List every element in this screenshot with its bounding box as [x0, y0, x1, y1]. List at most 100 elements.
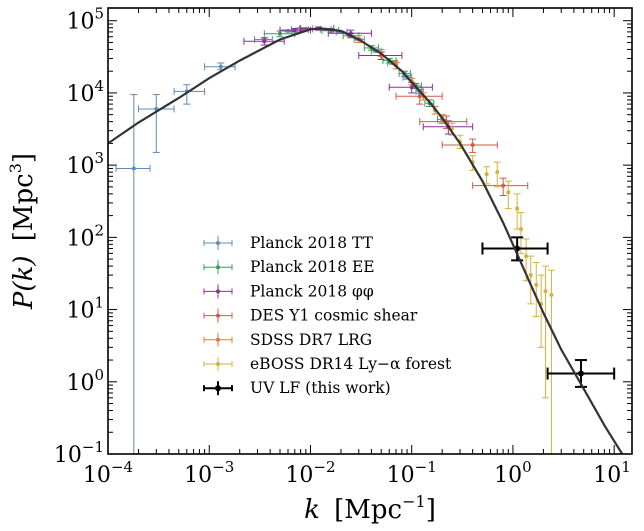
- marker: [286, 29, 291, 34]
- y-tick-base: 10: [66, 299, 94, 324]
- marker: [518, 227, 523, 232]
- x-tick-base: 10: [83, 463, 111, 488]
- data-point: [542, 265, 550, 399]
- data-point: [388, 81, 433, 94]
- y-tick-exp: 1: [94, 294, 104, 312]
- y-tick-exp: 0: [94, 366, 104, 384]
- y-tick-label: 104: [66, 77, 104, 107]
- marker: [470, 143, 475, 148]
- y-tick-label: 10−1: [54, 438, 104, 468]
- y-axis-label-close: ]: [9, 153, 39, 163]
- legend-swatch-marker: [216, 362, 220, 366]
- legend-entry: UV LF (this work): [203, 379, 391, 397]
- y-tick-base: 10: [66, 10, 94, 35]
- y-tick-base: 10: [54, 443, 82, 468]
- legend-entry: eBOSS DR14 Ly−α forest: [203, 355, 452, 373]
- data-point: [115, 94, 151, 454]
- x-axis-label: k [Mpc−1]: [304, 492, 436, 525]
- marker: [277, 31, 282, 36]
- marker: [409, 85, 414, 90]
- data-point: [395, 89, 443, 105]
- y-tick-exp: −1: [82, 438, 104, 456]
- data-point: [493, 161, 501, 188]
- legend-entry: Planck 2018 φφ: [203, 282, 374, 300]
- marker: [484, 172, 489, 177]
- y-tick-exp: 2: [94, 221, 104, 239]
- legend-label: UV LF (this work): [250, 379, 391, 397]
- x-tick-exp: −1: [415, 458, 437, 476]
- data-point: [532, 261, 540, 318]
- y-tick-exp: 3: [94, 149, 104, 167]
- y-tick-base: 10: [66, 371, 94, 396]
- marker: [292, 28, 297, 33]
- y-tick-label: 101: [66, 294, 104, 324]
- x-tick-exp: −4: [111, 458, 133, 476]
- x-tick-exp: 0: [522, 458, 532, 476]
- x-tick-exp: −3: [212, 458, 234, 476]
- y-tick-label: 102: [66, 221, 104, 251]
- legend-entry: Planck 2018 TT: [203, 234, 374, 252]
- x-axis-label-main: k: [304, 495, 320, 525]
- major-ticks: [107, 8, 632, 455]
- legend-swatch-marker: [216, 265, 220, 270]
- legend-swatch-marker: [215, 385, 221, 392]
- plot-frame: [107, 7, 633, 455]
- legend-label: Planck 2018 EE: [250, 258, 375, 276]
- marker: [262, 39, 267, 44]
- legend-label: DES Y1 cosmic shear: [250, 307, 418, 325]
- marker: [506, 190, 511, 195]
- legend-swatch-marker: [216, 337, 220, 342]
- plot-area-background: [108, 8, 632, 454]
- data-point: [547, 269, 555, 454]
- legend-entry: DES Y1 cosmic shear: [203, 307, 418, 325]
- marker: [515, 206, 520, 211]
- x-tick-label: 101: [593, 458, 631, 488]
- data-point: [327, 29, 372, 38]
- legend-label: eBOSS DR14 Ly−α forest: [250, 355, 452, 373]
- x-tick-label: 10−1: [387, 458, 437, 488]
- x-tick-base: 10: [285, 463, 313, 488]
- legend-entry: Planck 2018 EE: [203, 258, 375, 276]
- marker: [577, 370, 584, 377]
- marker: [495, 170, 500, 175]
- x-tick-label: 100: [494, 458, 532, 488]
- x-axis-label-exp: −1: [402, 492, 426, 511]
- model-power-spectrum-curve: [108, 27, 624, 454]
- marker: [549, 292, 554, 297]
- legend-swatch-marker: [216, 289, 220, 294]
- legend-label: Planck 2018 φφ: [250, 282, 374, 300]
- x-tick-base: 10: [494, 463, 522, 488]
- x-axis-label-unit: [Mpc: [334, 495, 402, 525]
- legend-swatch-marker: [216, 241, 220, 245]
- data-point: [137, 94, 175, 153]
- series-3: [395, 89, 529, 196]
- x-tick-label: 10−2: [285, 458, 335, 488]
- y-tick-base: 10: [66, 226, 94, 251]
- x-tick-label: 10−3: [184, 458, 234, 488]
- y-tick-exp: 5: [94, 5, 104, 23]
- marker: [543, 289, 548, 294]
- legend-label: SDSS DR7 LRG: [250, 331, 372, 349]
- marker: [417, 94, 422, 99]
- y-axis-label-unit: [Mpc: [9, 173, 39, 241]
- x-tick-base: 10: [593, 463, 621, 488]
- x-tick-base: 10: [387, 463, 415, 488]
- marker: [528, 273, 533, 278]
- data-point: [441, 138, 498, 153]
- legend-label: Planck 2018 TT: [250, 234, 374, 252]
- marker: [501, 183, 506, 188]
- y-axis-label-exp: 3: [6, 163, 25, 173]
- x-tick-exp: −2: [313, 458, 335, 476]
- y-tick-base: 10: [66, 154, 94, 179]
- y-axis-label-main: P(k): [9, 256, 39, 311]
- y-axis-label: P(k) [Mpc3]: [6, 153, 39, 310]
- data-point: [546, 359, 616, 388]
- data-point: [527, 255, 535, 305]
- y-tick-base: 10: [66, 82, 94, 107]
- data-point: [537, 274, 545, 348]
- data-point: [472, 177, 529, 196]
- legend-entry: SDSS DR7 LRG: [203, 331, 372, 349]
- y-tick-label: 105: [66, 5, 104, 35]
- legend-swatch-marker: [216, 313, 220, 318]
